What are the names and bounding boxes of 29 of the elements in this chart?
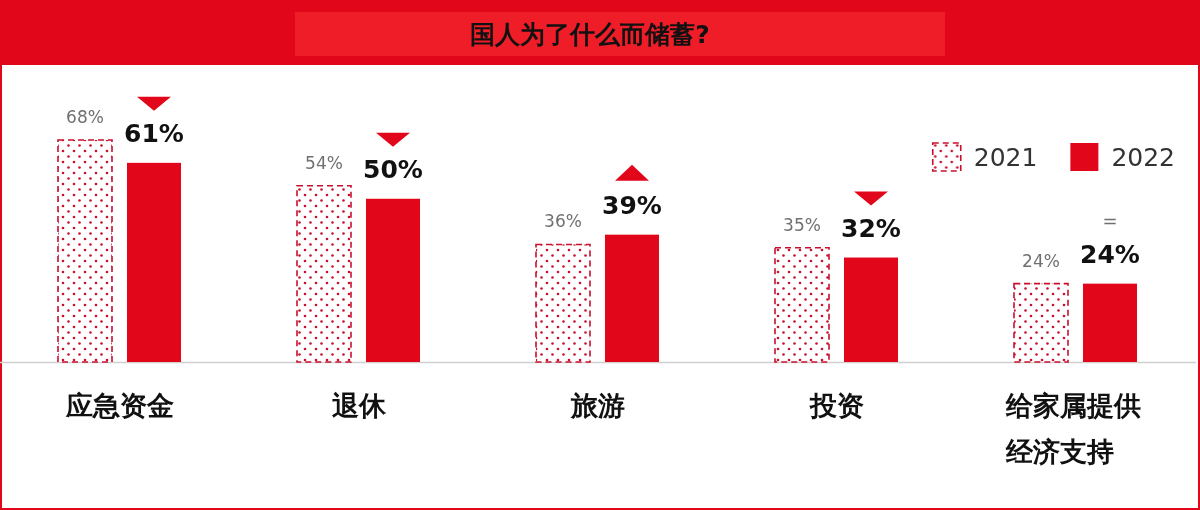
bar bbox=[57, 139, 113, 363]
bar bbox=[296, 184, 352, 363]
x-tick-label: 退休 bbox=[331, 389, 386, 423]
bar bbox=[1083, 283, 1137, 362]
data-label: 61% bbox=[124, 118, 184, 148]
bar bbox=[535, 243, 591, 363]
data-label: 68% bbox=[66, 107, 104, 127]
legend-label: 2021 bbox=[973, 143, 1038, 172]
data-label: 50% bbox=[363, 154, 423, 184]
data-label: 35% bbox=[783, 214, 821, 235]
x-tick-label: 旅游 bbox=[570, 389, 625, 423]
data-label: 54% bbox=[305, 152, 343, 173]
bar bbox=[774, 246, 830, 363]
legend-label: 2022 bbox=[1111, 143, 1175, 172]
data-label: 39% bbox=[602, 190, 662, 220]
x-tick-label: 给家属提供经济支持 bbox=[1005, 389, 1142, 469]
data-label: 36% bbox=[544, 211, 582, 232]
data-label: 24% bbox=[1022, 250, 1060, 271]
x-tick-label: 投资 bbox=[809, 389, 864, 423]
bar bbox=[605, 234, 659, 362]
bar bbox=[366, 198, 420, 362]
bar bbox=[844, 257, 898, 362]
chart-title: 国人为了什么而储蓄? bbox=[470, 20, 710, 49]
data-label: 32% bbox=[841, 213, 901, 243]
annotation: = bbox=[1102, 209, 1118, 231]
bar bbox=[127, 162, 181, 362]
data-label: 24% bbox=[1080, 239, 1140, 269]
bar bbox=[1013, 282, 1069, 363]
x-tick-label: 应急资金 bbox=[65, 389, 174, 423]
